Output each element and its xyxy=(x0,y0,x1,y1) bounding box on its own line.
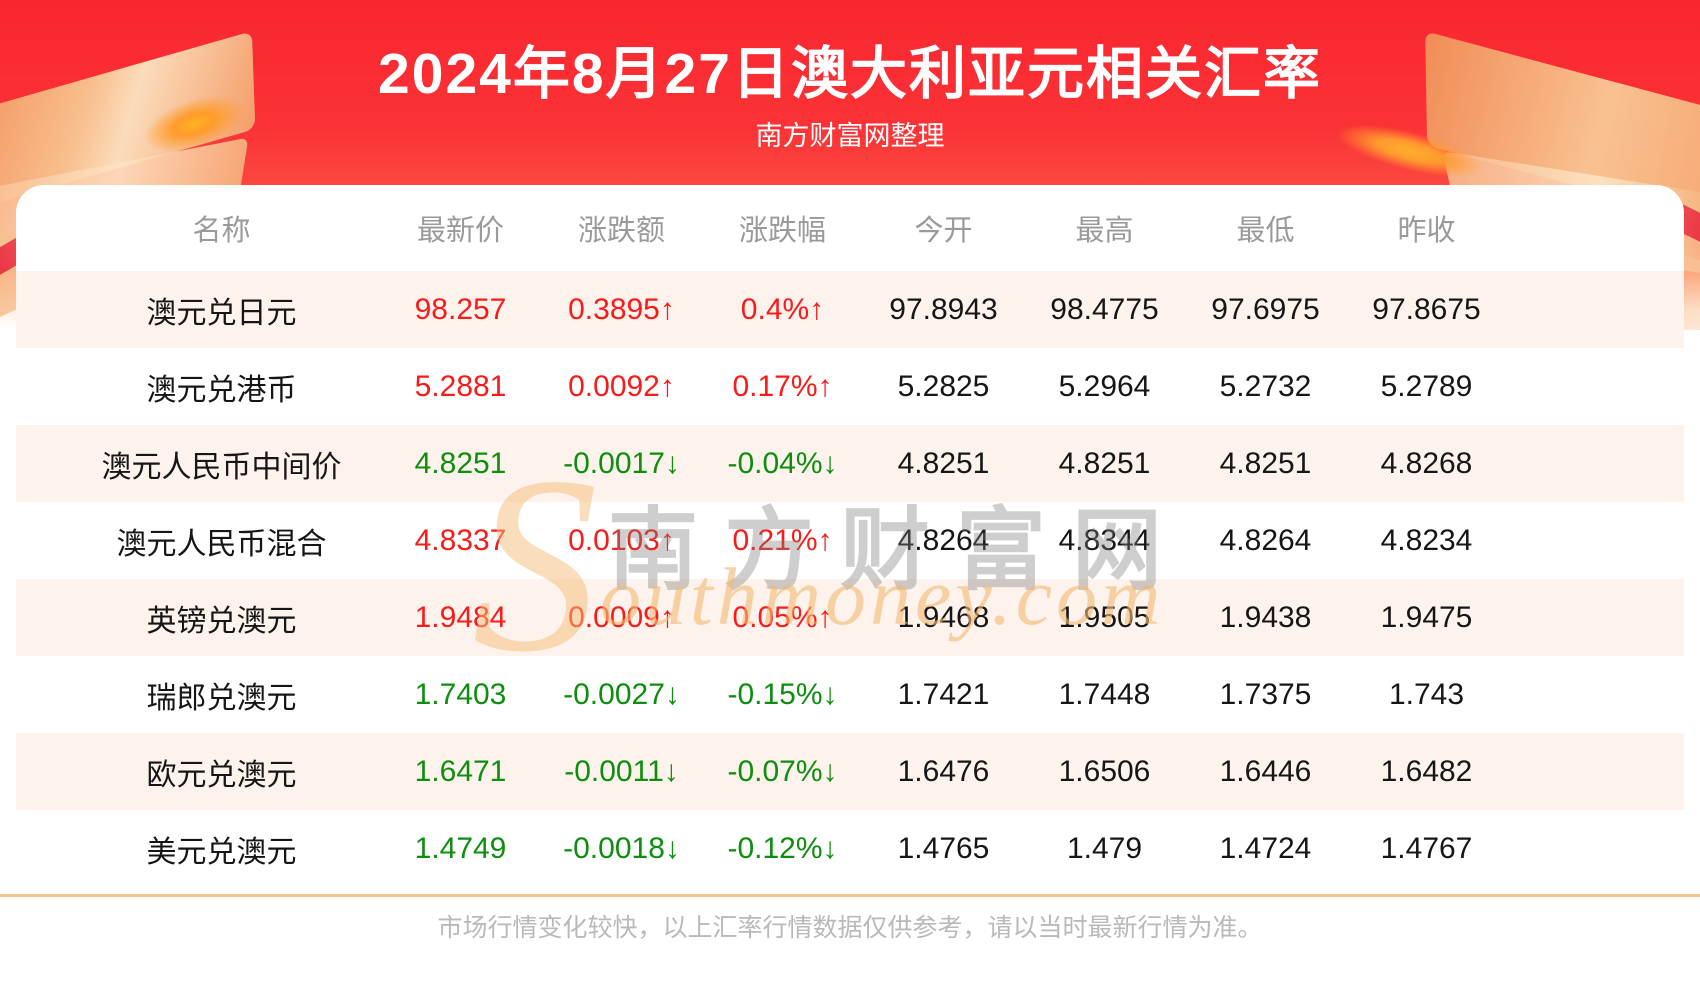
cell-latest: 1.6471 xyxy=(380,733,541,810)
cell-open: 97.8943 xyxy=(863,271,1024,348)
cell-pair-name: 英镑兑澳元 xyxy=(16,579,380,656)
cell-low: 5.2732 xyxy=(1219,369,1312,403)
rates-table-panel: 名称 最新价 涨跌额 涨跌幅 今开 最高 最低 昨收 澳元兑日元 98.257 0.3895↑ 0.… xyxy=(16,185,1684,887)
cell-low: 1.7375 xyxy=(1219,677,1312,711)
cell-latest: 1.9484 xyxy=(380,579,541,656)
cell-open: 1.7421 xyxy=(897,677,990,711)
cell-change-pct: 0.05%↑ xyxy=(702,579,863,656)
cell-change: -0.0027↓ xyxy=(563,677,680,711)
column-header-4: 今开 xyxy=(914,215,973,247)
cell-pair-name: 瑞郎兑澳元 xyxy=(146,681,297,715)
cell-spacer xyxy=(1507,810,1684,887)
cell-prev-close: 1.743 xyxy=(1388,677,1465,711)
cell-change-pct: 0.21%↑ xyxy=(732,523,833,557)
cell-high: 1.479 xyxy=(1066,831,1143,865)
cell-change: -0.0011↓ xyxy=(541,733,702,810)
column-header-7: 昨收 xyxy=(1397,215,1456,247)
footer-note: 市场行情变化较快，以上汇率行情数据仅供参考，请以当时最新行情为准。 xyxy=(437,914,1263,942)
cell-prev-close: 4.8234 xyxy=(1380,523,1473,557)
cell-latest: 1.4749 xyxy=(414,831,507,865)
cell-change: 0.0092↑ xyxy=(568,369,675,403)
page-title: 2024年8月27日澳大利亚元相关汇率 xyxy=(378,42,1322,106)
cell-high: 1.7448 xyxy=(1058,677,1151,711)
cell-prev-close: 4.8268 xyxy=(1346,425,1507,502)
cell-latest: 5.2881 xyxy=(414,369,507,403)
cell-high: 1.9505 xyxy=(1024,579,1185,656)
cell-prev-close: 1.4767 xyxy=(1380,831,1473,865)
cell-prev-close: 97.8675 xyxy=(1346,271,1507,348)
cell-pair-name: 欧元兑澳元 xyxy=(16,733,380,810)
cell-open: 1.4765 xyxy=(897,831,990,865)
cell-pair-name: 澳元兑港币 xyxy=(146,373,297,407)
cell-low: 1.6446 xyxy=(1185,733,1346,810)
cell-high: 4.8251 xyxy=(1024,425,1185,502)
cell-spacer xyxy=(1507,733,1684,810)
column-spacer xyxy=(1507,185,1684,271)
cell-spacer xyxy=(1507,579,1684,656)
cell-change-pct: -0.04%↓ xyxy=(702,425,863,502)
cell-open: 1.6476 xyxy=(863,733,1024,810)
cell-latest: 4.8251 xyxy=(380,425,541,502)
cell-change-pct: -0.12%↓ xyxy=(727,831,838,865)
cell-spacer xyxy=(1507,502,1684,579)
cell-change-pct: 0.4%↑ xyxy=(702,271,863,348)
cell-spacer xyxy=(1507,348,1684,425)
column-header-6: 最低 xyxy=(1236,215,1295,247)
rates-table: 名称 最新价 涨跌额 涨跌幅 今开 最高 最低 昨收 澳元兑日元 98.257 0.3895↑ 0.… xyxy=(16,185,1684,887)
cell-prev-close: 1.9475 xyxy=(1346,579,1507,656)
table-row: 澳元人民币混合 4.8337 0.0103↑ 0.21%↑ 4.8264 4.8344 4.… xyxy=(16,502,1684,579)
cell-high: 1.6506 xyxy=(1024,733,1185,810)
cell-latest: 1.7403 xyxy=(414,677,507,711)
cell-low: 97.6975 xyxy=(1185,271,1346,348)
table-row: 澳元兑港币 5.2881 0.0092↑ 0.17%↑ 5.2825 5.2964 5.27… xyxy=(16,348,1684,425)
cell-open: 4.8251 xyxy=(863,425,1024,502)
cell-pair-name: 澳元人民币混合 xyxy=(116,527,327,561)
column-header-1: 最新价 xyxy=(416,215,504,247)
cell-change-pct: -0.07%↓ xyxy=(702,733,863,810)
cell-pair-name: 澳元兑日元 xyxy=(16,271,380,348)
page-subtitle: 南方财富网整理 xyxy=(755,121,945,151)
cell-change-pct: -0.15%↓ xyxy=(727,677,838,711)
cell-high: 98.4775 xyxy=(1024,271,1185,348)
cell-high: 4.8344 xyxy=(1058,523,1151,557)
cell-high: 5.2964 xyxy=(1058,369,1151,403)
table-row: 澳元人民币中间价 4.8251 -0.0017↓ -0.04%↓ 4.8251 4.825… xyxy=(16,425,1684,502)
column-header-5: 最高 xyxy=(1075,215,1134,247)
cell-open: 5.2825 xyxy=(897,369,990,403)
column-header-3: 涨跌幅 xyxy=(738,215,826,247)
cell-latest: 98.257 xyxy=(380,271,541,348)
column-header-0: 名称 xyxy=(192,215,251,247)
cell-prev-close: 5.2789 xyxy=(1380,369,1473,403)
cell-open: 1.9468 xyxy=(863,579,1024,656)
cell-low: 4.8251 xyxy=(1185,425,1346,502)
table-row: 英镑兑澳元 1.9484 0.0009↑ 0.05%↑ 1.9468 1.9505 1.94… xyxy=(16,579,1684,656)
cell-spacer xyxy=(1507,656,1684,733)
cell-prev-close: 1.6482 xyxy=(1346,733,1507,810)
table-header-row: 名称 最新价 涨跌额 涨跌幅 今开 最高 最低 昨收 xyxy=(16,185,1684,271)
cell-change: 0.3895↑ xyxy=(541,271,702,348)
table-row: 瑞郎兑澳元 1.7403 -0.0027↓ -0.15%↓ 1.7421 1.7448 1.… xyxy=(16,656,1684,733)
table-row: 美元兑澳元 1.4749 -0.0018↓ -0.12%↓ 1.4765 1.479 1.4… xyxy=(16,810,1684,887)
cell-low: 4.8264 xyxy=(1219,523,1312,557)
cell-change-pct: 0.17%↑ xyxy=(732,369,833,403)
cell-change: -0.0017↓ xyxy=(541,425,702,502)
cell-pair-name: 美元兑澳元 xyxy=(146,835,297,869)
cell-open: 4.8264 xyxy=(897,523,990,557)
table-row: 澳元兑日元 98.257 0.3895↑ 0.4%↑ 97.8943 98.4775 97.… xyxy=(16,271,1684,348)
cell-change: 0.0009↑ xyxy=(541,579,702,656)
footer-divider xyxy=(0,894,1700,897)
cell-pair-name: 澳元人民币中间价 xyxy=(16,425,380,502)
cell-low: 1.9438 xyxy=(1185,579,1346,656)
cell-change: 0.0103↑ xyxy=(568,523,675,557)
table-row: 欧元兑澳元 1.6471 -0.0011↓ -0.07%↓ 1.6476 1.6506 1.… xyxy=(16,733,1684,810)
cell-change: -0.0018↓ xyxy=(563,831,680,865)
cell-spacer xyxy=(1507,271,1684,348)
column-header-2: 涨跌额 xyxy=(577,215,665,247)
cell-latest: 4.8337 xyxy=(414,523,507,557)
cell-spacer xyxy=(1507,425,1684,502)
cell-low: 1.4724 xyxy=(1219,831,1312,865)
